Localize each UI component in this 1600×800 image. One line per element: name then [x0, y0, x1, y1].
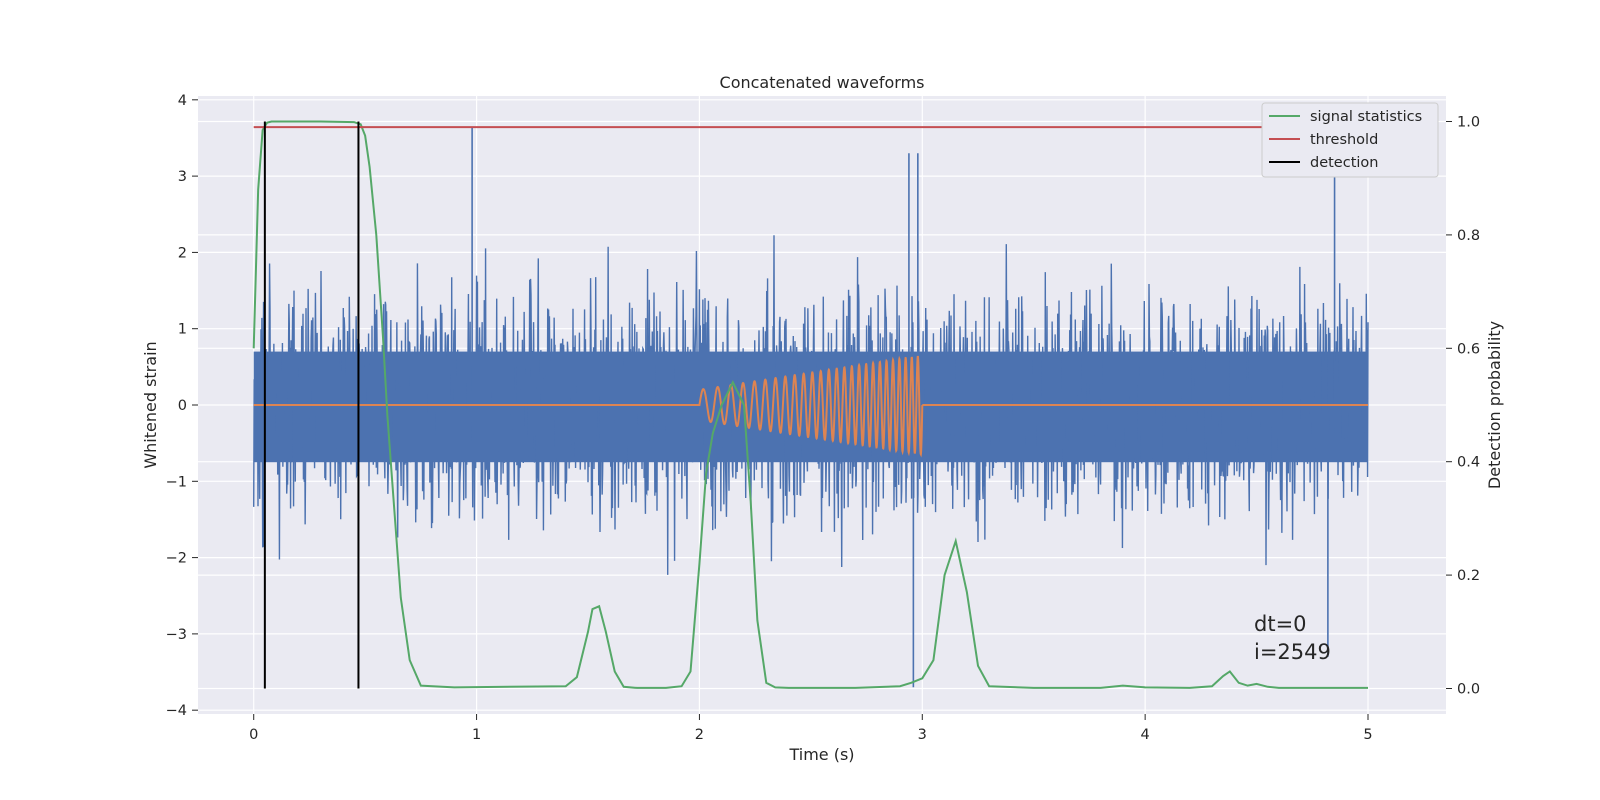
y2-axis-label: Detection probability: [1485, 321, 1504, 489]
legend-label-threshold: threshold: [1310, 132, 1378, 148]
y-tick-label: 4: [178, 93, 187, 109]
y-tick-label: 0: [178, 398, 187, 414]
y2-tick-label: 0.6: [1457, 341, 1480, 357]
y-tick-label: −3: [166, 627, 187, 643]
ticks: 0 1 2 3 4 5 −4 −3 −2 −1 0 1 2 3 4 0.0 0.2 0.4 0.6 0.8 1.0: [166, 93, 1480, 743]
y2-tick-label: 0.4: [1457, 455, 1480, 471]
y-tick-label: 3: [178, 169, 187, 185]
x-axis-label: Time (s): [788, 745, 854, 764]
y-tick-label: 1: [178, 322, 187, 338]
y-tick-label: −1: [166, 474, 187, 490]
x-tick-label: 1: [472, 727, 481, 743]
chart-title: Concatenated waveforms: [720, 73, 925, 92]
y-tick-label: −4: [166, 703, 187, 719]
right-axis-series: [252, 120, 1368, 689]
x-tick-label: 2: [695, 727, 704, 743]
x-tick-label: 4: [1141, 727, 1150, 743]
legend: signal statistics threshold detection: [1261, 102, 1439, 178]
legend-label-signal-statistics: signal statistics: [1310, 109, 1422, 125]
annotation-dt: dt=0: [1254, 612, 1307, 636]
y2-tick-label: 0.2: [1457, 568, 1480, 584]
y2-tick-label: 1.0: [1457, 115, 1480, 131]
x-tick-label: 3: [918, 727, 927, 743]
annotation-index: i=2549: [1254, 640, 1331, 664]
y2-tick-label: 0.8: [1457, 228, 1480, 244]
y2-tick-label: 0.0: [1457, 681, 1480, 697]
x-tick-label: 0: [249, 727, 258, 743]
chirp-series: [253, 355, 1368, 458]
signal-statistics-line: [252, 120, 1368, 689]
y-axis-label: Whitened strain: [141, 341, 160, 468]
legend-label-detection: detection: [1310, 155, 1378, 171]
chirp-line: [253, 355, 1368, 458]
legend-box: [1261, 102, 1439, 178]
y-tick-label: 2: [178, 245, 187, 261]
y-tick-label: −2: [166, 551, 187, 567]
x-tick-label: 5: [1363, 727, 1372, 743]
